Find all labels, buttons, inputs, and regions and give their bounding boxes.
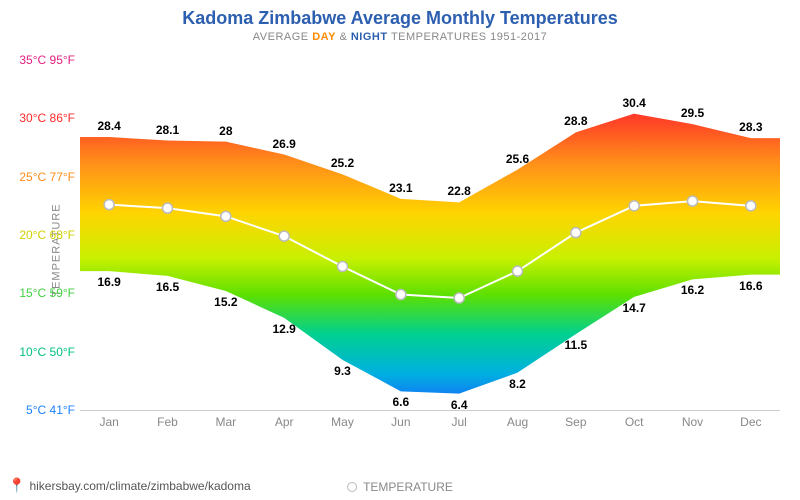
x-tick: Feb [157,415,178,429]
legend: TEMPERATURE [347,480,453,494]
legend-label: TEMPERATURE [363,480,453,494]
night-temp-label: 14.7 [622,301,645,315]
night-temp-label: 16.9 [97,275,120,289]
day-temp-label: 28 [219,124,232,138]
subtitle-amp: & [336,31,351,43]
x-tick: May [331,415,354,429]
y-tick: 10°C 50°F [5,345,75,359]
night-temp-label: 11.5 [564,338,587,352]
day-temp-label: 28.8 [564,114,587,128]
y-tick: 25°C 77°F [5,170,75,184]
day-temp-label: 28.3 [739,120,762,134]
average-marker [396,290,406,300]
x-tick: Nov [682,415,703,429]
average-marker [746,201,756,211]
night-temp-label: 15.2 [214,295,237,309]
night-temp-label: 8.2 [509,377,526,391]
day-temp-label: 29.5 [681,106,704,120]
y-tick: 35°C 95°F [5,53,75,67]
day-temp-label: 26.9 [272,137,295,151]
average-marker [221,211,231,221]
x-tick: Jul [451,415,466,429]
average-marker [688,196,698,206]
night-temp-label: 16.2 [681,283,704,297]
y-tick: 20°C 68°F [5,228,75,242]
night-temp-label: 6.6 [392,395,409,409]
subtitle-night: NIGHT [351,31,388,43]
day-temp-label: 25.2 [331,156,354,170]
night-temp-label: 12.9 [272,322,295,336]
x-tick: Jan [99,415,118,429]
average-marker [629,201,639,211]
night-temp-label: 16.6 [739,279,762,293]
x-axis [80,410,780,411]
average-marker [571,228,581,238]
average-marker [163,203,173,213]
temperature-plot [80,60,780,410]
x-tick: Sep [565,415,586,429]
x-tick: Apr [275,415,294,429]
y-axis-label: TEMPERATURE [51,203,63,296]
day-temp-label: 28.4 [97,119,120,133]
day-temp-label: 23.1 [389,181,412,195]
y-tick: 5°C 41°F [5,403,75,417]
night-temp-label: 9.3 [334,364,351,378]
y-tick: 30°C 86°F [5,111,75,125]
subtitle-day: DAY [312,31,336,43]
source-footer: 📍 hikersbay.com/climate/zimbabwe/kadoma [8,477,251,494]
chart-area: TEMPERATURE 35°C 95°F 30°C 86°F 25°C 77°F 2… [0,50,800,450]
x-tick: Dec [740,415,761,429]
night-temp-label: 16.5 [156,280,179,294]
day-temp-label: 25.6 [506,152,529,166]
temperature-band [80,114,780,394]
source-url: hikersbay.com/climate/zimbabwe/kadoma [29,479,250,493]
average-marker [338,262,348,272]
day-temp-label: 28.1 [156,123,179,137]
legend-marker-icon [347,482,357,492]
x-tick: Mar [215,415,236,429]
x-tick: Jun [391,415,410,429]
y-tick: 15°C 59°F [5,286,75,300]
average-marker [279,231,289,241]
map-pin-icon: 📍 [8,477,25,494]
day-temp-label: 22.8 [447,184,470,198]
average-marker [104,200,114,210]
night-temp-label: 6.4 [451,398,468,412]
subtitle-suffix: TEMPERATURES 1951-2017 [388,31,548,43]
subtitle-prefix: AVERAGE [253,31,312,43]
chart-title: Kadoma Zimbabwe Average Monthly Temperat… [0,8,800,29]
x-tick: Aug [507,415,528,429]
chart-subtitle: AVERAGE DAY & NIGHT TEMPERATURES 1951-20… [0,31,800,43]
day-temp-label: 30.4 [622,96,645,110]
average-marker [454,293,464,303]
average-marker [513,266,523,276]
x-tick: Oct [625,415,644,429]
